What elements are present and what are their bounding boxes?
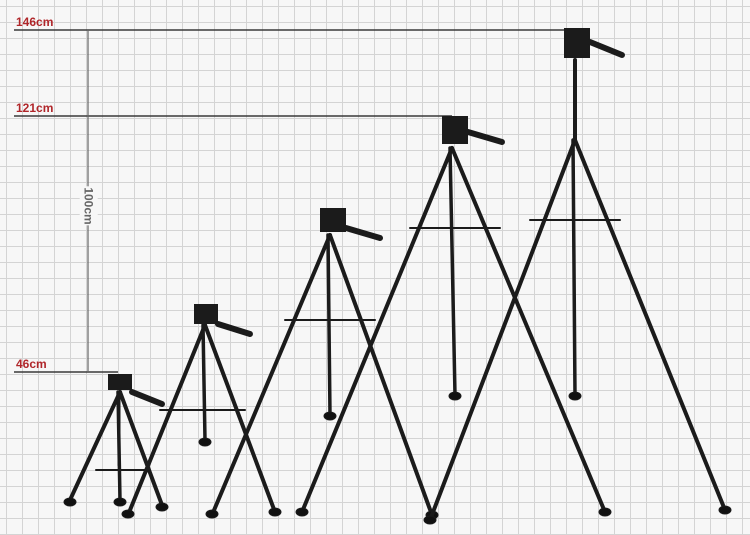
label-46cm: 46cm bbox=[16, 357, 47, 371]
label-121cm: 121cm bbox=[16, 101, 54, 115]
tripod-60cm bbox=[121, 304, 282, 519]
label-146cm: 146cm bbox=[16, 15, 54, 29]
tripod-46cm bbox=[63, 374, 169, 512]
tripod-146cm bbox=[423, 28, 732, 525]
tripod-80cm bbox=[205, 208, 439, 520]
tripod-121cm bbox=[295, 116, 612, 517]
